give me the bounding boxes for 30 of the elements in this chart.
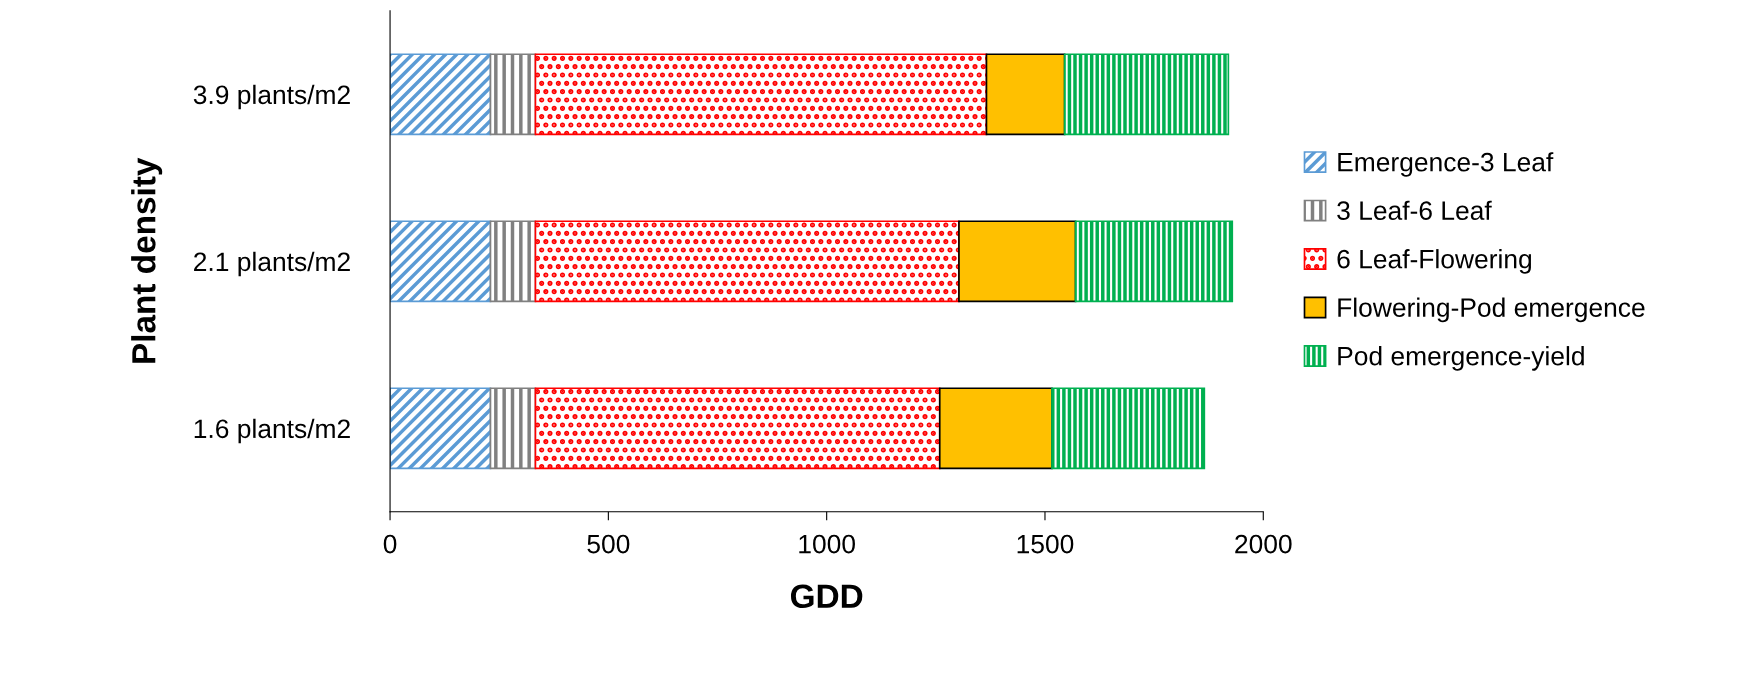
- bar: [390, 220, 492, 303]
- y-tick-label: 3.9 plants/m2: [193, 84, 350, 110]
- legend-label: Emergence-3 Leaf: [1338, 152, 1554, 177]
- bar: [938, 387, 1053, 470]
- bar: [390, 387, 492, 470]
- x-tick-label: 1000: [799, 534, 855, 554]
- bar: [489, 220, 537, 303]
- bar: [534, 387, 941, 470]
- bar: [985, 53, 1066, 136]
- bar: [1063, 53, 1230, 136]
- bar: [489, 387, 537, 470]
- x-tick-label: 500: [587, 534, 630, 554]
- y-tick-label: 1.6 plants/m2: [194, 418, 350, 444]
- bar: [534, 53, 988, 136]
- legend-label: Pod emergence-yield: [1338, 346, 1584, 371]
- legend-label: 3 Leaf-6 Leaf: [1337, 200, 1492, 220]
- y-axis-title: Plant density: [131, 157, 163, 363]
- bar: [958, 220, 1077, 303]
- legend-label: Flowering-Pod emergence: [1338, 297, 1645, 323]
- y-tick-label: 2.1 plants/m2: [194, 251, 350, 277]
- x-tick-label: 1500: [1017, 534, 1074, 554]
- legend-label: 6 Leaf-Flowering: [1337, 249, 1532, 274]
- bar: [1074, 220, 1234, 303]
- x-tick-label: 0: [383, 534, 397, 554]
- x-tick-label: 2000: [1235, 534, 1292, 554]
- bar: [534, 220, 960, 303]
- x-axis-title: GDD: [791, 584, 863, 609]
- bar: [390, 53, 492, 136]
- bar: [1051, 387, 1206, 470]
- bar: [489, 53, 537, 136]
